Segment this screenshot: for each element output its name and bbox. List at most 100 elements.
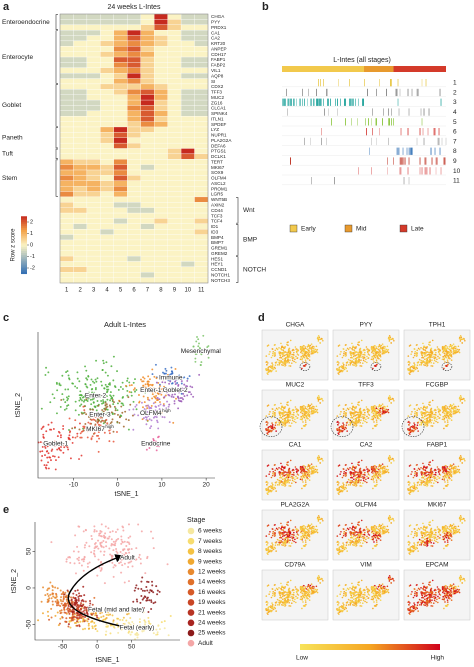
- cell-point: [267, 428, 269, 430]
- cell-point: [462, 397, 465, 400]
- cell-point: [307, 417, 309, 420]
- cell-point: [353, 346, 355, 349]
- cell-point: [304, 472, 307, 474]
- cell-point: [378, 417, 380, 420]
- cell-point: [365, 358, 367, 361]
- gene-label: GREM1: [211, 246, 228, 251]
- cell-point: [68, 429, 70, 431]
- cell-point: [304, 425, 306, 427]
- cell-point: [430, 469, 432, 472]
- cell-point: [322, 339, 324, 342]
- cell-point: [366, 348, 368, 350]
- cell-point: [363, 348, 365, 351]
- expression-stripe: [402, 147, 404, 155]
- column-label: 8: [159, 288, 163, 294]
- cell-point: [362, 415, 364, 418]
- cell-point: [353, 349, 356, 352]
- cell-point: [285, 420, 288, 422]
- cell-point: [433, 359, 436, 362]
- cell-point: [270, 425, 272, 427]
- cell-point: [413, 485, 416, 487]
- cell-point: [279, 414, 282, 417]
- cell-point: [126, 389, 129, 392]
- heatmap-cell: [140, 245, 155, 251]
- expression-stripe: [398, 108, 400, 116]
- cell-point: [442, 349, 445, 352]
- cell-point: [336, 429, 339, 432]
- cell-point: [55, 412, 58, 415]
- cell-point: [431, 359, 433, 361]
- heatmap-cell: [73, 121, 88, 128]
- heatmap-cell: [154, 223, 168, 230]
- cell-point: [308, 415, 311, 418]
- expression-stripe: [436, 157, 438, 165]
- cell-point: [154, 391, 156, 394]
- cell-point: [456, 348, 459, 351]
- cell-point: [105, 424, 108, 427]
- gene-title: PLA2G2A: [281, 502, 311, 509]
- cell-point: [437, 408, 439, 410]
- heatmap-cell: [73, 212, 88, 219]
- cell-point: [412, 427, 415, 430]
- colorbar-slice: [21, 223, 27, 227]
- cell-point: [444, 481, 446, 483]
- cell-point: [342, 363, 345, 366]
- cell-point: [311, 410, 314, 413]
- cell-point: [448, 465, 451, 468]
- heatmap-cell: [113, 99, 128, 106]
- expression-stripe: [400, 167, 402, 175]
- heatmap-cell: [140, 116, 155, 122]
- cell-point: [186, 377, 189, 380]
- cluster-label: Mesenchymal: [181, 348, 222, 355]
- heatmap-cell: [140, 46, 155, 52]
- cell-point: [165, 407, 168, 410]
- expression-stripe: [365, 118, 366, 126]
- cell-point: [423, 355, 426, 358]
- cell-point: [336, 415, 339, 417]
- cell-point: [415, 404, 418, 406]
- cell-point: [337, 362, 340, 364]
- cell-point: [337, 423, 339, 426]
- cell-point: [430, 365, 433, 367]
- heatmap-cell: [100, 46, 114, 52]
- cell-point: [126, 394, 129, 397]
- cell-point: [168, 403, 171, 406]
- cell-point: [283, 362, 286, 365]
- expression-stripe: [407, 167, 409, 175]
- cell-point: [407, 429, 410, 432]
- heatmap-cell: [59, 132, 74, 138]
- cell-point: [358, 353, 361, 356]
- cell-point: [279, 356, 281, 359]
- expression-stripe: [376, 118, 377, 126]
- cell-point: [341, 356, 344, 359]
- cell-point: [284, 351, 287, 353]
- cell-point: [308, 411, 311, 413]
- heatmap-cell: [167, 121, 182, 128]
- heatmap-cell: [127, 250, 141, 257]
- cell-point: [422, 356, 425, 359]
- cell-point: [413, 423, 416, 426]
- cell-point: [287, 418, 289, 421]
- cell-point: [294, 346, 297, 348]
- legend-label: Mid: [356, 226, 367, 233]
- heatmap-cell: [180, 62, 195, 68]
- cell-point: [357, 417, 360, 419]
- cell-point: [178, 375, 181, 378]
- cell-point: [110, 426, 113, 429]
- cell-point: [337, 483, 339, 486]
- heatmap-cell: [180, 13, 195, 20]
- cell-point: [62, 427, 65, 430]
- cell-point: [283, 471, 285, 473]
- expression-stripe: [300, 98, 301, 106]
- expression-stripe: [294, 98, 295, 106]
- cell-point: [79, 398, 82, 401]
- expression-stripe: [440, 98, 442, 106]
- cell-point: [415, 464, 418, 466]
- cell-point: [168, 382, 171, 385]
- cell-point: [354, 354, 357, 357]
- cell-point: [47, 371, 50, 374]
- cell-point: [97, 434, 100, 437]
- cell-point: [350, 476, 352, 479]
- cell-point: [105, 395, 108, 398]
- cell-point: [447, 477, 450, 479]
